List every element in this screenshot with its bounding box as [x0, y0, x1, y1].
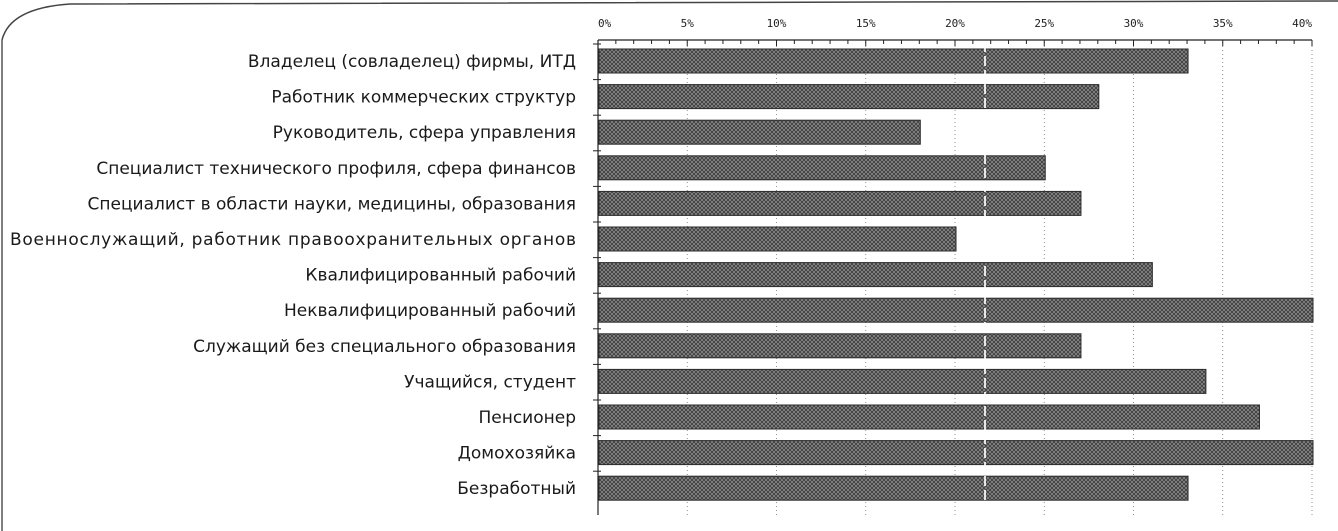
x-tick-label: 25%	[1034, 17, 1054, 30]
x-tick-label: 35%	[1213, 17, 1233, 30]
bar	[598, 155, 1046, 181]
category-label: Военнослужащий, работник правоохранитель…	[10, 230, 576, 250]
category-label: Неквалифицированный рабочий	[284, 301, 576, 321]
x-tick-label: 10%	[767, 17, 787, 30]
x-tick-label: 40%	[1292, 17, 1312, 30]
bar	[598, 333, 1082, 359]
x-tick-label: 0%	[598, 17, 612, 30]
category-label: Пенсионер	[478, 408, 576, 428]
category-label: Владелец (совладелец) фирмы, ИТД	[248, 52, 576, 72]
bar	[598, 190, 1082, 216]
category-label: Безработный	[457, 479, 576, 499]
x-tick-label: 30%	[1124, 17, 1144, 30]
bar	[598, 119, 921, 145]
bar	[598, 226, 957, 252]
x-axis: 0% 5% 10% 15% 20% 25% 30% 35% 40%	[593, 17, 1313, 515]
category-label: Специалист технического профиля, сфера ф…	[96, 159, 576, 179]
category-labels: Владелец (совладелец) фирмы, ИТД Работник…	[10, 52, 576, 499]
x-tick-label: 5%	[681, 17, 695, 30]
scan-border-top	[1, 0, 1338, 41]
category-label: Работник коммерческих структур	[271, 88, 576, 108]
category-label: Специалист в области науки, медицины, об…	[88, 194, 576, 214]
x-tick-label: 15%	[856, 17, 876, 30]
bar	[598, 404, 1260, 430]
bar	[598, 262, 1153, 288]
x-tick-label: 20%	[945, 17, 965, 30]
bar	[598, 84, 1100, 110]
bar-layer	[598, 42, 1314, 515]
bar	[598, 48, 1189, 74]
category-label: Квалифицированный рабочий	[305, 266, 576, 286]
bar	[598, 440, 1314, 466]
category-label: Домохозяйка	[458, 444, 576, 464]
bar	[598, 368, 1207, 394]
category-label: Руководитель, сфера управления	[273, 123, 576, 143]
category-label: Служащий без специального образования	[193, 337, 576, 357]
bar	[598, 475, 1189, 501]
bar	[598, 297, 1314, 323]
category-label: Учащийся, студент	[404, 372, 576, 392]
